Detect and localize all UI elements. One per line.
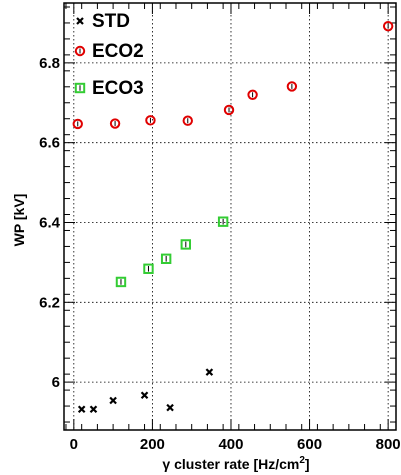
legend-marker-eco3 — [74, 82, 86, 94]
x-axis-title-superscript: 2 — [299, 455, 305, 466]
data-point-std — [140, 391, 149, 400]
marker-stroke — [205, 368, 214, 376]
data-point-eco2 — [223, 104, 235, 116]
data-point-eco2 — [182, 115, 193, 126]
data-point-eco3 — [143, 263, 154, 274]
legend-marker-std — [76, 17, 84, 25]
marker-square — [217, 216, 229, 227]
legend-label-eco3: ECO3 — [92, 78, 144, 99]
data-point-std — [109, 396, 117, 405]
marker-circle — [145, 115, 156, 126]
marker-circle — [109, 118, 121, 129]
marker-stroke — [166, 403, 174, 412]
legend-item-eco2: ECO2 — [74, 41, 144, 62]
y-tick-label: 6.8 — [39, 55, 60, 72]
marker-square — [143, 263, 154, 274]
marker-stroke — [89, 405, 98, 414]
data-point-eco2 — [145, 115, 156, 126]
plot-frame — [63, 2, 397, 431]
x-tick-label: 0 — [70, 436, 78, 453]
data-point-eco3 — [180, 239, 191, 250]
x-tick-label: 600 — [297, 436, 322, 453]
marker-stroke — [140, 391, 149, 400]
data-point-eco2 — [72, 118, 83, 130]
data-point-eco3 — [115, 276, 127, 288]
legend-symbol-eco3 — [74, 82, 86, 94]
data-point-eco2 — [247, 89, 258, 100]
data-point-eco2 — [109, 118, 121, 129]
points-layer — [72, 20, 394, 414]
legend-label-std: STD — [92, 11, 130, 32]
legend: STD ECO2 ECO3 — [74, 11, 144, 99]
data-point-eco3 — [217, 216, 229, 227]
marker-stroke — [77, 405, 86, 414]
data-point-eco2 — [286, 81, 298, 92]
marker-square — [160, 253, 172, 265]
marker-square — [115, 276, 127, 288]
y-tick-label: 6.6 — [39, 135, 60, 152]
marker-circle — [74, 45, 86, 57]
y-axis-title: WP [kV] — [11, 194, 27, 247]
legend-symbol-std — [76, 17, 84, 25]
legend-item-eco3: ECO3 — [74, 78, 144, 99]
marker-square — [74, 82, 86, 94]
data-point-std — [89, 405, 98, 414]
marker-circle — [382, 20, 394, 32]
data-point-std — [205, 368, 214, 376]
marker-circle — [247, 89, 258, 100]
data-point-std — [166, 403, 174, 412]
data-point-eco3 — [160, 253, 172, 265]
data-point-eco2 — [382, 20, 394, 32]
legend-label-eco2: ECO2 — [92, 41, 144, 62]
marker-circle — [286, 81, 298, 92]
marker-circle — [182, 115, 193, 126]
x-tick-label: 800 — [376, 436, 401, 453]
x-axis-title: γ cluster rate [Hz/cm2] — [162, 455, 309, 472]
x-axis-title-end: ] — [305, 456, 310, 472]
marker-square — [180, 239, 191, 250]
x-tick-label: 200 — [140, 436, 165, 453]
x-tick-label: 400 — [218, 436, 243, 453]
legend-symbol-eco2 — [74, 45, 86, 57]
marker-circle — [72, 118, 83, 130]
marker-stroke — [76, 17, 84, 25]
marker-stroke — [109, 396, 117, 405]
y-tick-label: 6.2 — [39, 294, 60, 311]
legend-item-std: STD — [76, 11, 130, 32]
x-axis-title-main: γ cluster rate [Hz/cm — [162, 456, 299, 472]
marker-circle — [223, 104, 235, 116]
grid-layer — [64, 3, 396, 430]
data-point-std — [77, 405, 86, 414]
y-tick-label: 6 — [52, 374, 60, 391]
legend-marker-eco2 — [74, 45, 86, 57]
y-tick-label: 6.4 — [39, 214, 61, 231]
ticks-layer: 0 200 400 600 800 6 6.2 6.4 6.6 6.8 — [39, 3, 401, 453]
